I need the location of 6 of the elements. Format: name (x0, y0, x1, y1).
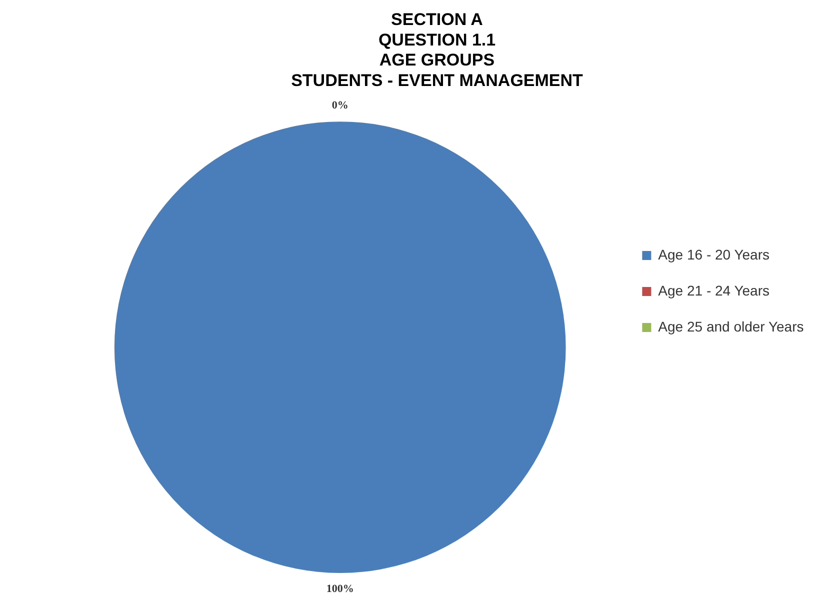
data-label: 100% (326, 582, 354, 595)
legend-label: Age 21 - 24 Years (658, 282, 770, 298)
legend-label: Age 25 and older Years (658, 318, 804, 334)
chart-title: SECTION A QUESTION 1.1 AGE GROUPS STUDENTS - EVENT MANAGEMENT (291, 10, 584, 90)
legend-label: Age 16 - 20 Years (658, 246, 770, 262)
text: 0% (332, 99, 348, 112)
